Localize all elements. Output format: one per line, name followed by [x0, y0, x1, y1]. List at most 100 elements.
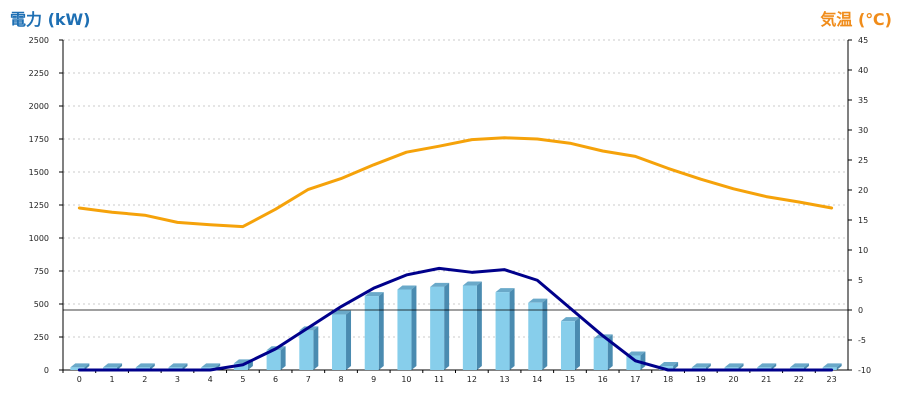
- x-tick-label-1: 1: [110, 375, 115, 384]
- bar-side-21: [771, 363, 777, 370]
- bar-side-20: [738, 363, 744, 370]
- bar-top-2: [135, 363, 155, 368]
- bar-16: [593, 338, 608, 370]
- left-tick-label-1250: 1250: [29, 201, 49, 210]
- bar-8: [332, 314, 347, 370]
- bar-top-3: [168, 363, 188, 368]
- bar-top-14: [528, 298, 548, 303]
- x-tick-label-10: 10: [401, 375, 411, 384]
- left-tick-label-750: 750: [34, 267, 49, 276]
- bar-0: [70, 367, 85, 370]
- bar-side-2: [149, 363, 155, 370]
- x-tick-label-14: 14: [532, 375, 542, 384]
- left-tick-label-0: 0: [44, 366, 49, 375]
- x-tick-label-13: 13: [499, 375, 509, 384]
- x-tick-label-21: 21: [761, 375, 771, 384]
- bar-side-17: [640, 351, 646, 370]
- bar-side-1: [117, 363, 123, 370]
- bar-12: [462, 285, 477, 370]
- left-axis-title: 電力 (kW): [10, 10, 91, 29]
- right-tick-label-20: 20: [858, 186, 868, 195]
- bar-side-10: [411, 285, 417, 370]
- right-tick-label-5: 5: [858, 276, 863, 285]
- right-tick-label-45: 45: [858, 36, 868, 45]
- x-tick-label-7: 7: [306, 375, 311, 384]
- right-tick-label-30: 30: [858, 126, 868, 135]
- bar-side-18: [673, 362, 679, 370]
- bar-side-8: [346, 310, 352, 370]
- x-tick-label-18: 18: [663, 375, 673, 384]
- bar-13: [495, 292, 510, 370]
- bar-9: [364, 296, 379, 370]
- bar-top-17: [626, 351, 646, 356]
- bar-7: [299, 330, 314, 370]
- bar-14: [528, 302, 543, 370]
- bar-side-6: [280, 346, 286, 370]
- bar-top-21: [757, 363, 777, 368]
- bar-top-22: [789, 363, 809, 368]
- bar-side-7: [313, 326, 319, 370]
- power-line: [77, 266, 834, 372]
- x-tick-label-9: 9: [371, 375, 376, 384]
- x-tick-label-5: 5: [240, 375, 245, 384]
- left-tick-label-2500: 2500: [29, 36, 49, 45]
- right-tick-label--10: -10: [858, 366, 871, 375]
- left-tick-label-500: 500: [34, 300, 49, 309]
- bar-top-0: [70, 363, 90, 368]
- bar-top-1: [103, 363, 123, 368]
- temperature-line: [77, 136, 834, 229]
- x-tick-label-11: 11: [434, 375, 444, 384]
- bar-side-13: [509, 288, 515, 370]
- x-tick-label-16: 16: [598, 375, 608, 384]
- left-tick-label-1500: 1500: [29, 168, 49, 177]
- right-tick-label-25: 25: [858, 156, 868, 165]
- right-axis-title: 気温 (℃): [820, 10, 892, 29]
- bar-side-23: [836, 363, 842, 370]
- bar-side-15: [574, 317, 580, 370]
- bar-top-18: [659, 362, 679, 367]
- bar-top-11: [430, 282, 450, 287]
- left-tick-label-2000: 2000: [29, 102, 49, 111]
- x-tick-label-19: 19: [696, 375, 706, 384]
- x-tick-label-4: 4: [208, 375, 213, 384]
- bar-top-15: [560, 317, 580, 322]
- x-tick-label-0: 0: [77, 375, 82, 384]
- bar-top-19: [691, 363, 711, 368]
- x-tick-label-2: 2: [142, 375, 147, 384]
- bar-side-0: [84, 363, 90, 370]
- right-tick-label--5: -5: [858, 336, 866, 345]
- x-tick-label-15: 15: [565, 375, 575, 384]
- bar-side-9: [378, 292, 384, 370]
- bar-top-23: [822, 363, 842, 368]
- bar-side-3: [182, 363, 188, 370]
- bar-top-4: [201, 363, 221, 368]
- bar-top-9: [364, 292, 384, 297]
- x-tick-label-23: 23: [827, 375, 837, 384]
- x-tick-label-12: 12: [467, 375, 477, 384]
- bar-15: [560, 321, 575, 370]
- bar-top-13: [495, 288, 515, 293]
- bar-17: [626, 355, 641, 370]
- bar-side-14: [542, 298, 548, 370]
- left-tick-label-1750: 1750: [29, 135, 49, 144]
- x-tick-label-20: 20: [728, 375, 738, 384]
- bar-5: [233, 363, 248, 370]
- bar-top-20: [724, 363, 744, 368]
- right-tick-label-35: 35: [858, 96, 868, 105]
- left-tick-label-1000: 1000: [29, 234, 49, 243]
- x-tick-label-17: 17: [630, 375, 640, 384]
- right-tick-label-15: 15: [858, 216, 868, 225]
- bar-side-22: [803, 363, 809, 370]
- bar-side-19: [705, 363, 711, 370]
- x-tick-label-22: 22: [794, 375, 804, 384]
- left-tick-label-250: 250: [34, 333, 49, 342]
- bar-top-10: [397, 285, 417, 290]
- x-tick-label-6: 6: [273, 375, 278, 384]
- x-tick-label-8: 8: [338, 375, 343, 384]
- right-tick-label-10: 10: [858, 246, 868, 255]
- bar-6: [266, 350, 281, 370]
- bar-11: [430, 286, 445, 370]
- bar-side-12: [476, 281, 482, 370]
- right-tick-label-40: 40: [858, 66, 868, 75]
